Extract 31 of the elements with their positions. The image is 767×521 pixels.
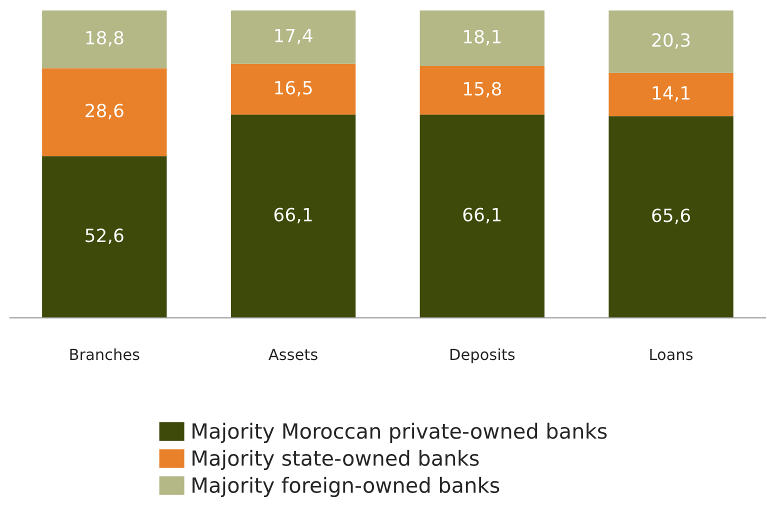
data-label: 17,4 <box>275 28 312 44</box>
x-tick-label: Assets <box>268 348 318 360</box>
bar <box>608 10 734 73</box>
x-tick-label: Loans <box>650 348 693 360</box>
data-label: 15,8 <box>464 82 502 98</box>
data-label: 66,1 <box>463 208 501 224</box>
bar <box>42 156 167 318</box>
bar <box>42 68 167 156</box>
legend-label: Majority Moroccan private-owned banks <box>192 422 607 443</box>
bar <box>420 114 544 318</box>
data-label: 66,1 <box>274 208 312 224</box>
bar <box>42 10 167 68</box>
data-label: 18,8 <box>86 30 124 46</box>
bar <box>230 10 356 64</box>
data-label: 65,6 <box>652 208 690 224</box>
bar <box>420 66 544 115</box>
data-label: 16,5 <box>275 80 312 96</box>
data-label: 18,1 <box>464 30 501 46</box>
bar <box>608 116 734 318</box>
data-label: 52,6 <box>86 228 124 244</box>
bar <box>608 72 734 116</box>
x-tick-label: Branches <box>70 348 140 360</box>
legend-label: Majority state-owned banks <box>192 450 479 470</box>
bar <box>420 10 544 66</box>
legend-label: Majority foreign-owned banks <box>192 476 500 498</box>
data-label: 28,6 <box>86 104 124 120</box>
data-label: 20,3 <box>652 33 690 49</box>
bar <box>230 64 356 115</box>
data-label: 14,1 <box>652 86 690 102</box>
x-tick-label: Deposits <box>450 348 515 364</box>
bar <box>230 114 356 318</box>
